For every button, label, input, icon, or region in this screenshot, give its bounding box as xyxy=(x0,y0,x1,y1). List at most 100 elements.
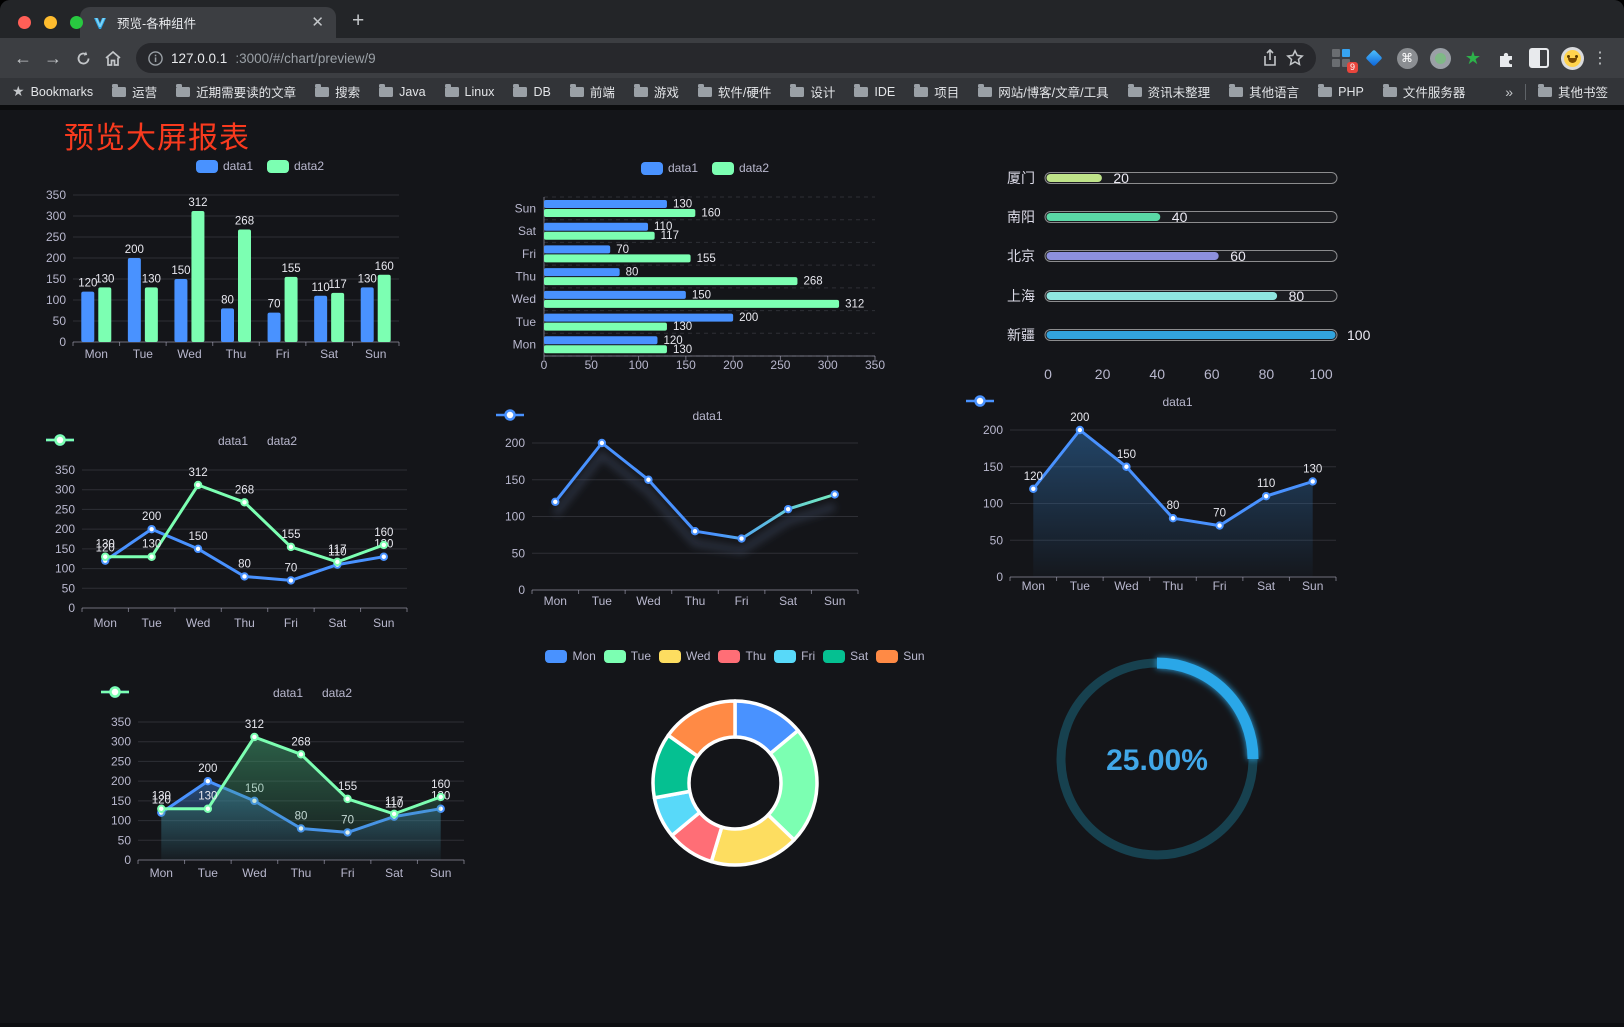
bookmark-folder[interactable]: 软件/硬件 xyxy=(697,82,771,101)
legend-item-data2[interactable]: data2 xyxy=(46,434,297,448)
star-extension-icon[interactable]: ★ xyxy=(1464,48,1482,68)
bookmarks-overflow-chevron[interactable]: » xyxy=(1505,83,1513,100)
svg-text:130: 130 xyxy=(96,539,115,551)
chart-gradient-line[interactable]: 0 50 100 150 200 Mon Tue Wed Thu Fri Sat Sun data1 xyxy=(495,403,915,615)
close-window-button[interactable] xyxy=(18,16,31,29)
legend-item-Sat[interactable]: Sat xyxy=(823,649,868,663)
svg-text:Thu: Thu xyxy=(1163,579,1184,593)
svg-text:150: 150 xyxy=(983,460,1003,474)
legend-item-data1[interactable]: data1 xyxy=(195,159,253,173)
browser-tab[interactable]: 预览-各种组件 ✕ xyxy=(80,7,336,38)
bookmark-folder[interactable]: PHP xyxy=(1318,83,1364,99)
close-tab-icon[interactable]: ✕ xyxy=(311,14,324,31)
chart-area-line[interactable]: 0 50 100 150 200 Mon Tue Wed Thu Fri Sat Sun 120 200 1… xyxy=(965,393,1385,601)
legend-item-data1[interactable]: data1 xyxy=(966,395,1193,409)
chart-donut-pie[interactable]: Mon Tue Wed Thu Fri Sat Sun xyxy=(535,643,935,891)
profile-avatar[interactable] xyxy=(1561,46,1584,70)
site-info-icon[interactable] xyxy=(148,50,163,66)
svg-text:Thu: Thu xyxy=(291,866,312,880)
bookmark-folder[interactable]: Java xyxy=(379,83,426,99)
svg-text:Sun: Sun xyxy=(373,616,394,630)
bookmark-folder[interactable]: 其他语言 xyxy=(1229,82,1299,101)
gem-extension-icon[interactable] xyxy=(1363,47,1385,69)
home-button[interactable] xyxy=(98,43,128,73)
legend-item-Wed[interactable]: Wed xyxy=(659,649,710,663)
browser-menu-button[interactable]: ⋮ xyxy=(1592,50,1608,67)
svg-text:300: 300 xyxy=(111,735,131,749)
legend-item-data1[interactable]: data1 xyxy=(496,409,723,423)
share-icon[interactable] xyxy=(1262,49,1278,67)
svg-text:160: 160 xyxy=(374,527,393,539)
svg-text:100: 100 xyxy=(111,814,131,828)
svg-text:Thu: Thu xyxy=(685,594,706,608)
chart-two-line[interactable]: 0 50 100 150 200 250 300 350 Mon Tue Wed Thu Fri Sat S… xyxy=(45,430,465,642)
page-content: 预览大屏报表 0 50 100 150 200 250 300 350 Mon Tue Wed Thu… xyxy=(0,105,1624,1027)
svg-text:Fri: Fri xyxy=(522,247,536,261)
chart-horizontal-bar[interactable]: 0 50 100 150 200 250 300 350 Sun 130 160 Sat 110 117 F… xyxy=(500,153,910,371)
legend-swatch xyxy=(267,159,289,173)
bookmark-folder[interactable]: 前端 xyxy=(569,82,615,101)
bookmark-folder[interactable]: IDE xyxy=(854,83,895,99)
legend-item-Mon[interactable]: Mon xyxy=(545,649,596,663)
legend-item-Thu[interactable]: Thu xyxy=(718,649,766,663)
back-button[interactable]: ← xyxy=(14,47,32,68)
bookmark-folder[interactable]: 搜索 xyxy=(315,82,360,101)
command-extension-icon[interactable]: ⌘ xyxy=(1396,47,1418,69)
bookmark-folder[interactable]: 运营 xyxy=(112,82,157,101)
legend-swatch xyxy=(545,649,568,663)
other-bookmarks[interactable]: 其他书签 xyxy=(1537,82,1608,101)
fullscreen-window-button[interactable] xyxy=(70,16,83,29)
bookmark-folder[interactable]: 网站/博客/文章/工具 xyxy=(978,82,1109,101)
chart-canvas: 厦门 20 南阳 40 北京 60 上海 80 新疆 100 0 20 40 60 80 100 xyxy=(1007,170,1371,382)
folder-icon xyxy=(854,83,869,97)
legend-item-data1[interactable]: data1 xyxy=(640,161,698,175)
legend-item-Fri[interactable]: Fri xyxy=(774,649,815,663)
bookmark-folder[interactable]: 资讯未整理 xyxy=(1127,82,1210,101)
svg-text:120: 120 xyxy=(663,335,682,347)
bookmark-star-icon[interactable] xyxy=(1286,49,1304,67)
legend-item-data1[interactable]: data1 xyxy=(101,686,303,700)
bookmark-folder[interactable]: 近期需要读的文章 xyxy=(176,82,296,101)
url-bar[interactable]: 127.0.0.1 :3000/#/chart/preview/9 xyxy=(136,43,1316,73)
extension-badge: 9 xyxy=(1346,62,1358,73)
minimize-window-button[interactable] xyxy=(44,16,57,29)
chart-two-line-area[interactable]: 0 50 100 150 200 250 300 350 Mon Tue Wed Thu Fri Sat S… xyxy=(100,680,520,892)
reader-extension-icon[interactable] xyxy=(1528,47,1550,69)
bookmark-folder[interactable]: 文件服务器 xyxy=(1382,82,1465,101)
legend-item-data2[interactable]: data2 xyxy=(712,161,769,175)
legend-swatch xyxy=(712,161,734,175)
chart-canvas: 0 50 100 150 200 250 300 350 Mon Tue Wed Thu Fri Sat S… xyxy=(46,188,400,361)
reload-button[interactable] xyxy=(68,43,98,73)
svg-text:0: 0 xyxy=(59,335,66,349)
svg-text:50: 50 xyxy=(512,546,526,560)
bookmark-folder[interactable]: 项目 xyxy=(914,82,959,101)
puzzle-extension-icon[interactable] xyxy=(1495,47,1517,69)
bookmark-folder[interactable]: 设计 xyxy=(790,82,835,101)
apps-extension-icon[interactable]: 9 xyxy=(1330,47,1358,73)
legend-item-data1[interactable]: data1 xyxy=(46,434,248,448)
forward-button[interactable]: → xyxy=(44,47,62,68)
svg-text:350: 350 xyxy=(865,358,885,371)
svg-text:100: 100 xyxy=(983,497,1003,511)
chart-capsule-progress[interactable]: 厦门 20 南阳 40 北京 60 上海 80 新疆 100 0 20 40 60 80 100 xyxy=(980,155,1380,390)
legend-item-data2[interactable]: data2 xyxy=(101,686,352,700)
svg-text:110: 110 xyxy=(654,221,672,233)
legend-item-Sun[interactable]: Sun xyxy=(876,649,925,663)
svg-text:Fri: Fri xyxy=(284,616,298,630)
svg-text:160: 160 xyxy=(431,779,450,791)
svg-text:110: 110 xyxy=(311,282,329,294)
bookmark-folder[interactable]: Linux xyxy=(444,83,494,99)
chart-grouped-bar[interactable]: 0 50 100 150 200 250 300 350 Mon Tue Wed Thu Fri Sat S… xyxy=(40,153,480,371)
bookmarks-root[interactable]: ★ Bookmarks xyxy=(12,83,93,100)
chart-ring-gauge[interactable]: 25.00% xyxy=(1040,645,1275,875)
legend-item-data2[interactable]: data2 xyxy=(267,159,324,173)
svg-text:200: 200 xyxy=(505,436,525,450)
bookmark-folder[interactable]: 游戏 xyxy=(633,82,679,101)
svg-text:150: 150 xyxy=(692,289,711,301)
folder-icon xyxy=(315,83,330,97)
svg-text:250: 250 xyxy=(770,358,790,371)
new-tab-button[interactable]: + xyxy=(352,9,365,32)
legend-item-Tue[interactable]: Tue xyxy=(603,649,651,663)
bookmark-folder[interactable]: DB xyxy=(513,83,551,99)
recorder-extension-icon[interactable] xyxy=(1429,47,1451,69)
